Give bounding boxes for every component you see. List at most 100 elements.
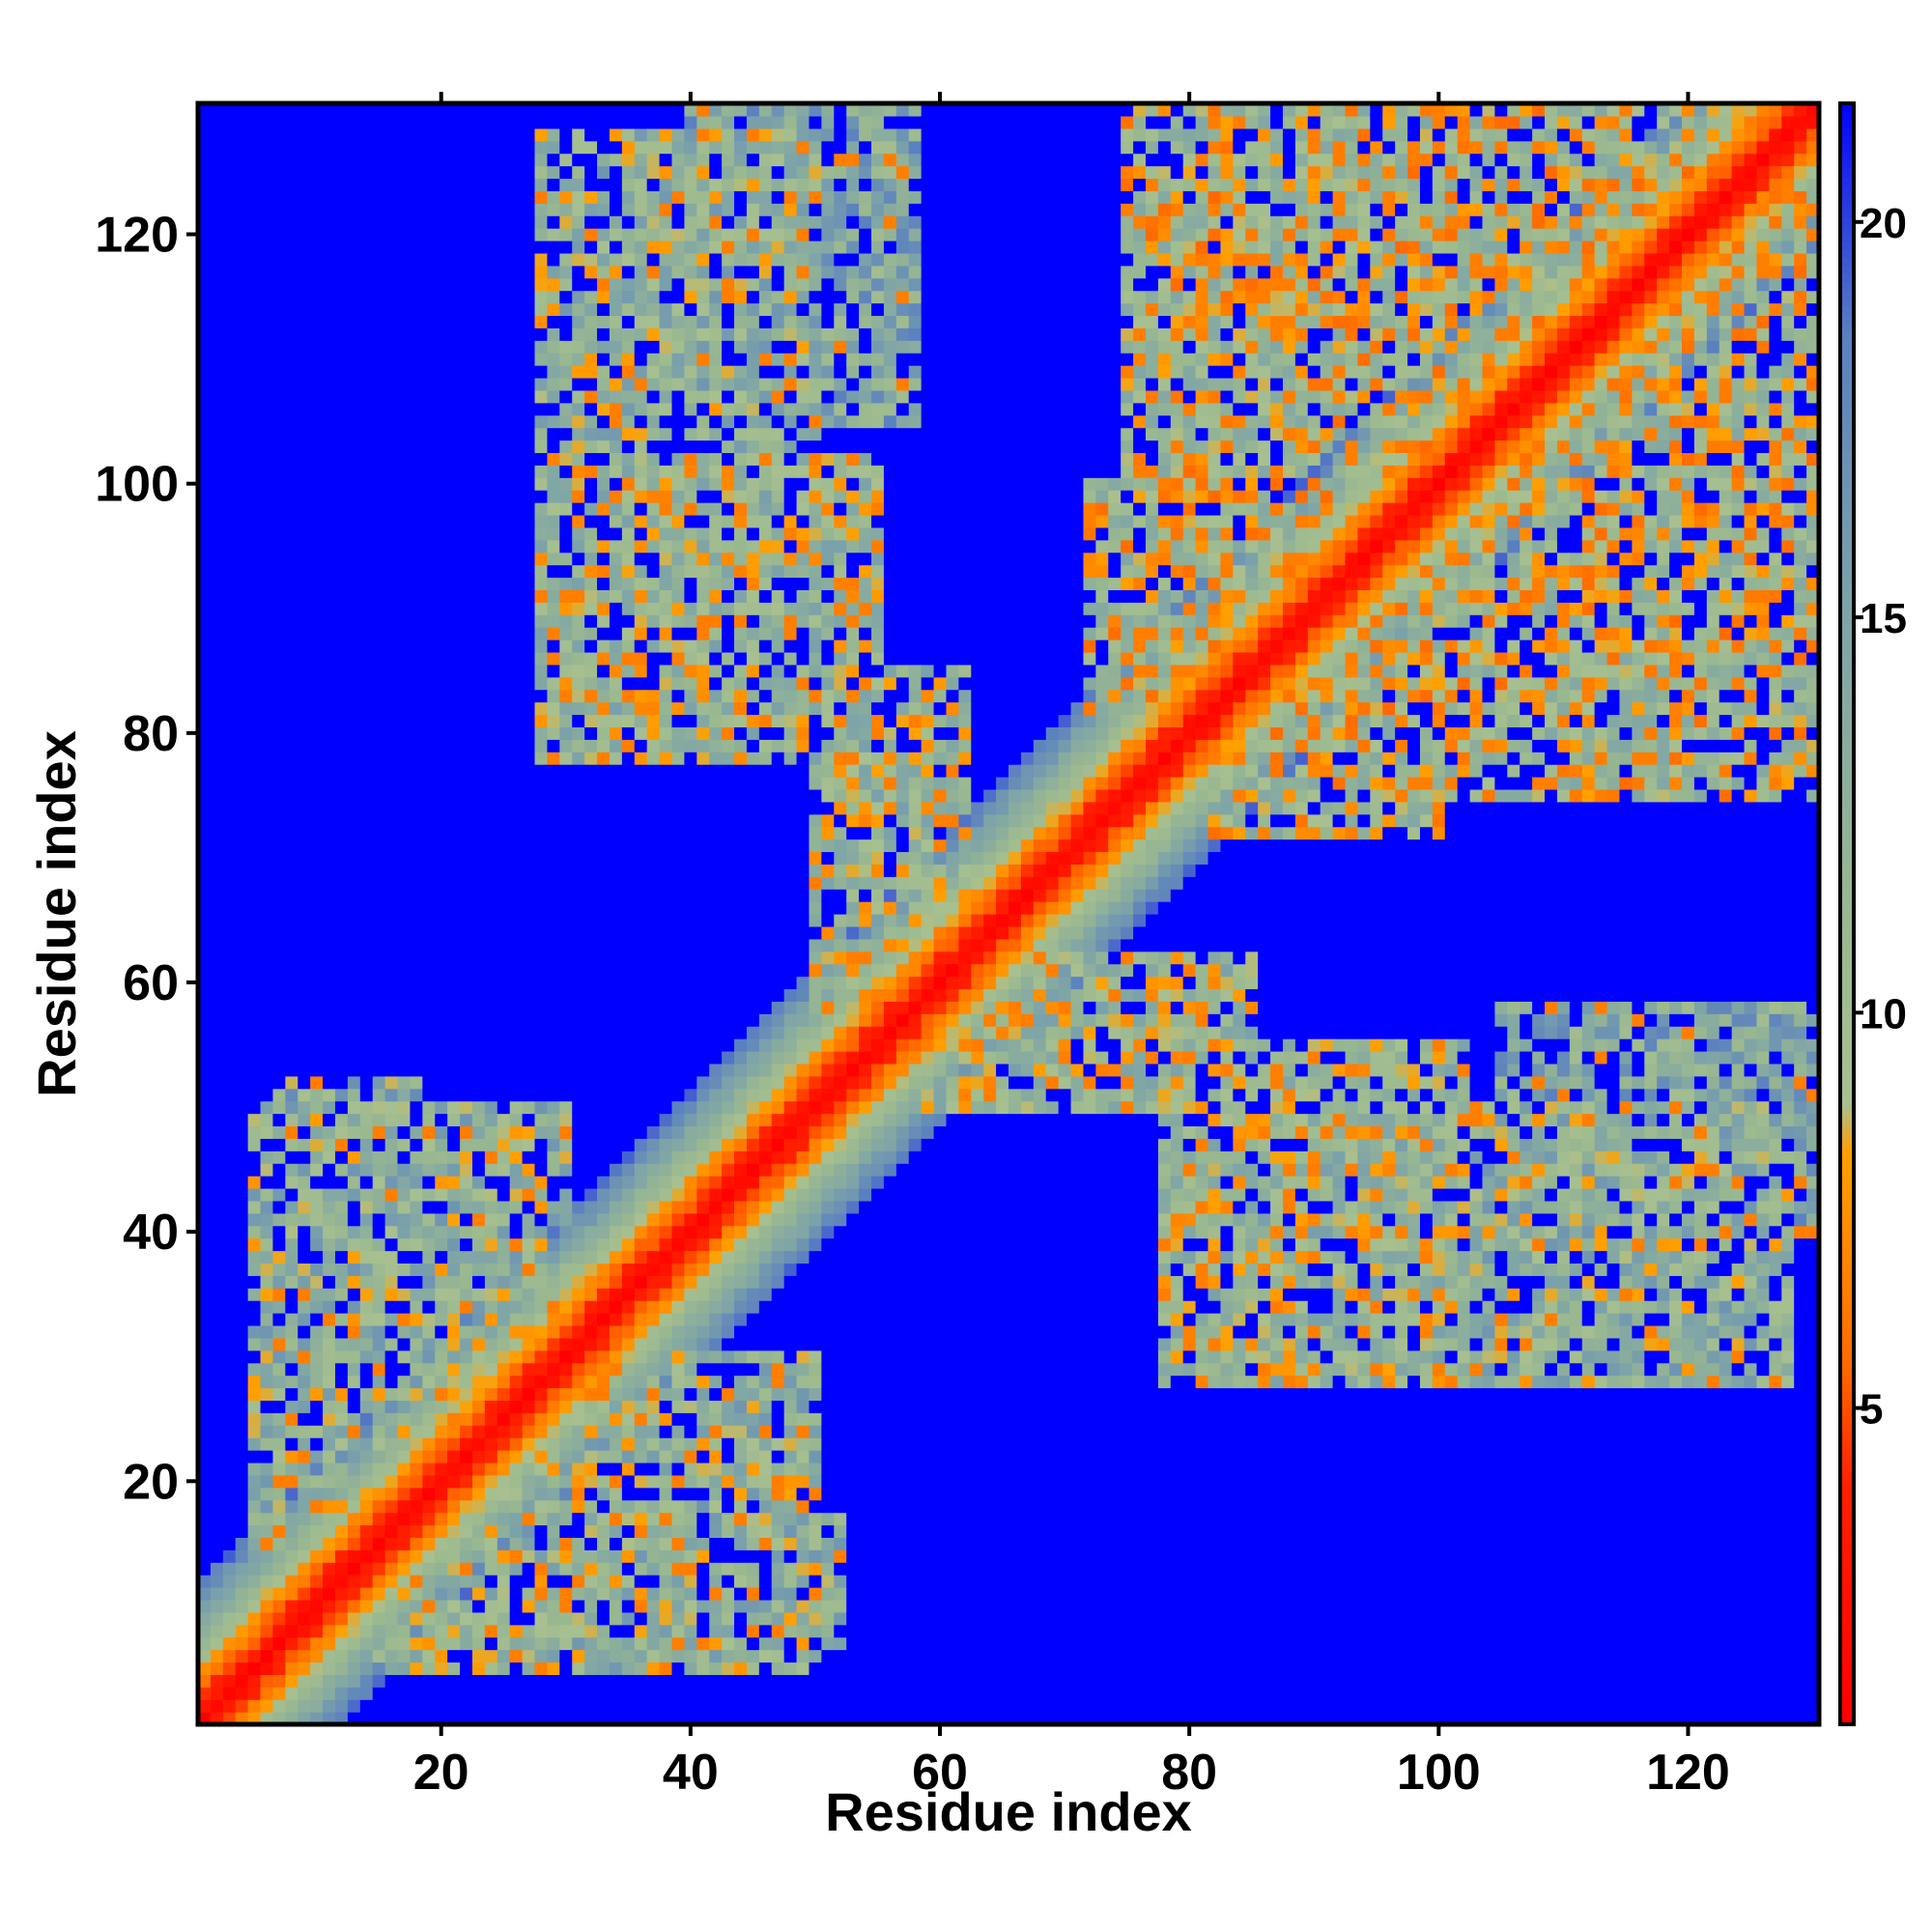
heatmap-cell xyxy=(572,1537,585,1550)
heatmap-cell xyxy=(584,115,598,129)
heatmap-cell xyxy=(410,128,423,142)
heatmap-cell xyxy=(410,1100,423,1115)
heatmap-cell xyxy=(222,988,237,1002)
heatmap-cell xyxy=(646,1288,661,1301)
heatmap-cell xyxy=(272,1001,286,1014)
heatmap-cell xyxy=(609,1212,623,1227)
heatmap-cell xyxy=(435,1288,448,1301)
heatmap-cell xyxy=(422,752,436,765)
heatmap-cell xyxy=(372,1537,386,1550)
heatmap-cell xyxy=(372,1163,386,1177)
heatmap-cell xyxy=(384,739,399,753)
heatmap-cell xyxy=(497,327,511,341)
heatmap-cell xyxy=(559,1400,573,1413)
heatmap-cell xyxy=(247,1088,262,1102)
heatmap-cell xyxy=(410,627,423,640)
heatmap-cell xyxy=(497,1450,511,1463)
heatmap-cell xyxy=(334,514,349,528)
heatmap-cell xyxy=(410,838,423,853)
heatmap-cell xyxy=(235,1038,249,1052)
heatmap-cell xyxy=(534,240,549,254)
heatmap-cell xyxy=(547,1013,560,1027)
heatmap-cell xyxy=(285,951,298,965)
heatmap-cell xyxy=(260,1275,274,1289)
heatmap-cell xyxy=(347,1263,361,1276)
heatmap-cell xyxy=(460,1450,473,1463)
heatmap-cell xyxy=(272,1662,286,1675)
heatmap-cell xyxy=(347,664,361,678)
heatmap-cell xyxy=(235,1075,249,1090)
heatmap-cell xyxy=(447,938,461,952)
heatmap-cell xyxy=(347,951,361,965)
heatmap-cell xyxy=(646,1487,661,1501)
heatmap-cell xyxy=(559,1300,573,1314)
heatmap-cell xyxy=(247,826,262,840)
heatmap-cell xyxy=(198,490,212,503)
heatmap-cell xyxy=(435,764,448,778)
heatmap-cell xyxy=(659,1375,673,1389)
heatmap-cell xyxy=(447,402,461,416)
heatmap-cell xyxy=(435,539,448,554)
heatmap-cell xyxy=(334,1237,349,1252)
heatmap-cell xyxy=(410,302,423,317)
heatmap-cell xyxy=(210,1499,224,1514)
heatmap-cell xyxy=(659,115,673,129)
heatmap-cell xyxy=(422,651,436,666)
heatmap-cell xyxy=(609,1050,623,1065)
heatmap-cell xyxy=(509,901,524,915)
heatmap-cell xyxy=(260,389,274,404)
heatmap-cell xyxy=(559,1001,573,1014)
heatmap-cell xyxy=(260,1225,274,1239)
heatmap-cell xyxy=(422,502,436,516)
heatmap-cell xyxy=(347,676,361,691)
heatmap-cell xyxy=(484,963,498,978)
heatmap-cell xyxy=(198,1599,212,1613)
heatmap-cell xyxy=(372,115,386,129)
heatmap-cell xyxy=(222,140,237,155)
heatmap-cell xyxy=(484,801,498,815)
heatmap-cell xyxy=(435,128,448,142)
heatmap-cell xyxy=(497,240,511,254)
heatmap-cell xyxy=(460,627,473,640)
heatmap-cell xyxy=(222,1063,237,1077)
heatmap-cell xyxy=(198,1050,212,1065)
heatmap-cell xyxy=(460,1649,473,1663)
heatmap-cell xyxy=(384,1362,399,1377)
heatmap-cell xyxy=(310,1662,324,1675)
heatmap-cell xyxy=(460,1225,473,1239)
heatmap-cell xyxy=(247,340,262,354)
heatmap-cell xyxy=(272,452,286,466)
heatmap-cell xyxy=(634,1313,648,1326)
heatmap-cell xyxy=(572,564,585,579)
heatmap-cell xyxy=(460,514,473,528)
heatmap-cell xyxy=(597,726,611,740)
heatmap-cell xyxy=(634,340,648,354)
heatmap-cell xyxy=(347,365,361,379)
heatmap-cell xyxy=(572,1250,585,1264)
heatmap-cell xyxy=(410,1075,423,1090)
heatmap-cell xyxy=(597,290,611,304)
heatmap-cell xyxy=(285,988,298,1002)
heatmap-cell xyxy=(235,1026,249,1039)
heatmap-cell xyxy=(659,190,673,204)
heatmap-cell xyxy=(347,726,361,740)
heatmap-cell xyxy=(509,490,524,503)
heatmap-cell xyxy=(484,240,498,254)
heatmap-cell xyxy=(384,465,399,478)
heatmap-cell xyxy=(359,1437,374,1451)
heatmap-cell xyxy=(534,1437,549,1451)
heatmap-cell xyxy=(497,1151,511,1164)
heatmap-cell xyxy=(646,714,661,727)
heatmap-cell xyxy=(435,689,448,703)
heatmap-cell xyxy=(422,1075,436,1090)
heatmap-cell xyxy=(359,1387,374,1401)
heatmap-cell xyxy=(621,1674,636,1688)
heatmap-cell xyxy=(634,1712,648,1725)
heatmap-cell xyxy=(235,651,249,666)
heatmap-cell xyxy=(372,1350,386,1364)
heatmap-cell xyxy=(272,128,286,142)
heatmap-cell xyxy=(559,701,573,716)
heatmap-cell xyxy=(334,801,349,815)
heatmap-cell xyxy=(671,1026,685,1039)
heatmap-cell xyxy=(410,1038,423,1052)
